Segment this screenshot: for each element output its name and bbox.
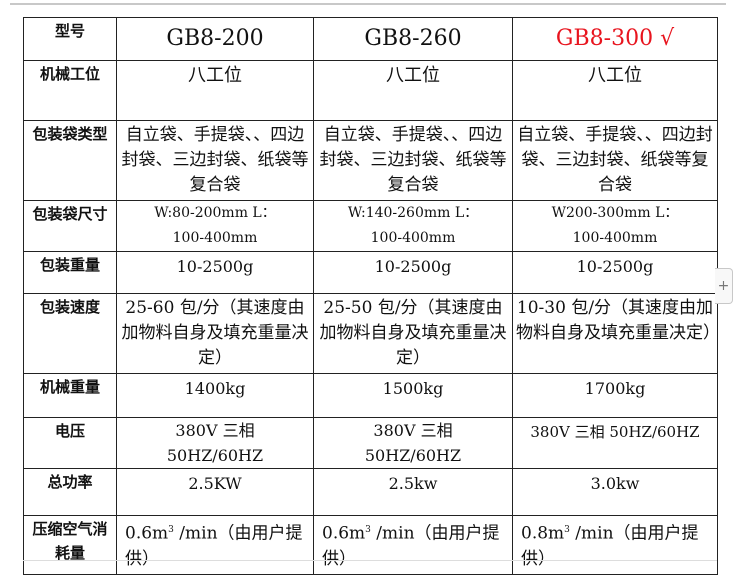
cell: 自立袋、手提袋、、四边封袋、三边封袋、纸袋等复合袋 (512, 120, 718, 201)
table-row: 包装袋尺寸 W:80-200mm L：100-400mm W:140-260mm… (23, 200, 718, 252)
cell: 3.0kw (512, 468, 718, 516)
cell: 380V 三相 50HZ/60HZ (512, 417, 718, 469)
model-gb8-300: GB8-300 √ (512, 17, 718, 61)
cell: 380V 三相 50HZ/60HZ (116, 417, 314, 469)
cell: W200-300mm L：100-400mm (512, 200, 718, 252)
cell: 八工位 (313, 60, 513, 121)
row-label: 型号 (23, 17, 117, 61)
cell: 380V 三相 50HZ/60HZ (313, 417, 513, 469)
model-gb8-200: GB8-200 (116, 17, 314, 61)
cell: 1500kg (313, 373, 513, 418)
cell: 10-2500g (116, 251, 314, 294)
row-label: 包装速度 (23, 293, 117, 374)
row-label: 包装袋类型 (23, 120, 117, 201)
table-row: 总功率 2.5KW 2.5kw 3.0kw (23, 468, 718, 516)
row-label: 机械重量 (23, 373, 117, 418)
cell: 八工位 (116, 60, 314, 121)
cell: 25-50 包/分（其速度由加物料自身及填充重量决定） (313, 293, 513, 374)
cell: 10-30 包/分（其速度由加物料自身及填充重量决定） (512, 293, 718, 374)
cell: 八工位 (512, 60, 718, 121)
row-label: 电压 (23, 417, 117, 469)
table-row: 包装重量 10-2500g 10-2500g 10-2500g (23, 251, 718, 294)
row-label: 包装重量 (23, 251, 117, 294)
cell: 10-2500g (512, 251, 718, 294)
add-column-button[interactable]: + (715, 268, 733, 304)
cell: 25-60 包/分（其速度由加物料自身及填充重量决定） (116, 293, 314, 374)
model-gb8-260: GB8-260 (313, 17, 513, 61)
row-label: 包装袋尺寸 (23, 200, 117, 252)
unit-superscript: 3 (564, 525, 570, 535)
table-row: 电压 380V 三相 50HZ/60HZ 380V 三相 50HZ/60HZ 3… (23, 417, 718, 469)
spec-table: 型号 GB8-200 GB8-260 GB8-300 √ 机械工位 八工位 八工… (23, 17, 718, 575)
table-row: 包装袋类型 自立袋、手提袋、、四边封袋、三边封袋、纸袋等复合袋 自立袋、手提袋、… (23, 120, 718, 201)
table-row: 机械重量 1400kg 1500kg 1700kg (23, 373, 718, 418)
cell: W:80-200mm L：100-400mm (116, 200, 314, 252)
cell: 10-2500g (313, 251, 513, 294)
table-row: 包装速度 25-60 包/分（其速度由加物料自身及填充重量决定） 25-50 包… (23, 293, 718, 374)
row-label: 压缩空气消耗量 (23, 515, 117, 575)
table-row-model: 型号 GB8-200 GB8-260 GB8-300 √ (23, 17, 718, 61)
cell: 0.6m3 /min（由用户提供） (116, 515, 314, 575)
cell: 1400kg (116, 373, 314, 418)
cell: 0.6m3 /min（由用户提供） (313, 515, 513, 575)
cell-value: 0.6m (322, 523, 366, 544)
row-label: 总功率 (23, 468, 117, 516)
table-row: 机械工位 八工位 八工位 八工位 (23, 60, 718, 121)
table-row: 压缩空气消耗量 0.6m3 /min（由用户提供） 0.6m3 /min（由用户… (23, 515, 718, 575)
row-label: 机械工位 (23, 60, 117, 121)
cell-value: 0.8m (521, 523, 565, 544)
cell: 0.8m3 /min（由用户提供） (512, 515, 718, 575)
cell: 自立袋、手提袋、、四边封袋、三边封袋、纸袋等复合袋 (313, 120, 513, 201)
top-divider (10, 3, 726, 5)
bottom-divider (23, 560, 717, 561)
cell: 自立袋、手提袋、、四边封袋、三边封袋、纸袋等复合袋 (116, 120, 314, 201)
cell: W:140-260mm L：100-400mm (313, 200, 513, 252)
unit-superscript: 3 (168, 525, 174, 535)
cell: 1700kg (512, 373, 718, 418)
cell: 2.5kw (313, 468, 513, 516)
cell: 2.5KW (116, 468, 314, 516)
cell-value: 0.6m (125, 523, 169, 544)
unit-superscript: 3 (365, 525, 371, 535)
